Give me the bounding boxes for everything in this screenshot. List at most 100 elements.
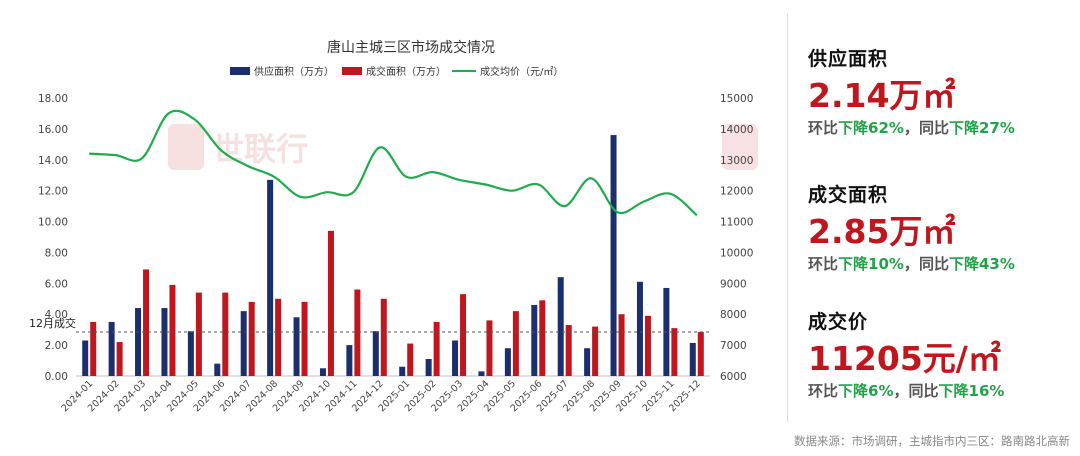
yoy-change: 下降27% <box>948 119 1015 137</box>
supply-bar <box>319 368 326 376</box>
deal-bar <box>486 320 493 376</box>
right-tick-label: 11000 <box>720 217 753 229</box>
deal-bar <box>90 321 97 376</box>
mom-change: 下降62% <box>838 119 904 137</box>
supply-bar <box>584 348 591 376</box>
right-tick-label: 10000 <box>720 247 753 259</box>
deal-bar <box>327 230 334 376</box>
deal-area-value: 2.85万㎡ <box>808 212 956 251</box>
right-tick-label: 15000 <box>720 93 753 105</box>
supply-bar <box>452 340 459 376</box>
supply-area-panel: 供应面积 2.14万㎡ 环比下降62%，同比下降27% <box>808 44 1073 138</box>
supply-area-title: 供应面积 <box>808 48 889 70</box>
supply-bar <box>557 277 564 376</box>
deal-price-title: 成交价 <box>808 311 869 333</box>
yoy-label: 同比 <box>908 382 939 400</box>
supply-bar <box>346 345 353 376</box>
deal-bar <box>592 326 599 376</box>
right-tick-label: 6000 <box>720 371 747 383</box>
supply-bar <box>531 304 538 376</box>
yoy-change: 下降16% <box>938 382 1005 400</box>
deal-bar <box>407 343 414 376</box>
supply-bar <box>293 317 300 376</box>
deal-area-title: 成交面积 <box>808 184 889 206</box>
deal-bar <box>539 300 546 376</box>
left-tick-label: 8.00 <box>45 247 68 259</box>
price-line <box>89 109 698 217</box>
legend-swatch-2 <box>342 67 362 75</box>
legend-label-3: 成交均价（元/㎡） <box>480 65 563 78</box>
deal-bar <box>460 294 467 376</box>
divider <box>787 14 788 422</box>
reference-line-label: 12月成交 <box>29 316 76 330</box>
right-tick-label: 14000 <box>720 124 753 136</box>
deal-bar <box>169 284 176 376</box>
supply-bar <box>267 179 274 376</box>
deal-bar <box>116 342 123 376</box>
deal-bar <box>380 298 387 376</box>
legend-label-2: 成交面积（万方） <box>366 65 446 78</box>
mom-change: 下降10% <box>838 255 904 273</box>
left-tick-label: 14.00 <box>38 155 68 167</box>
supply-bar <box>240 311 247 376</box>
watermark: 世联行世联行 <box>168 124 758 170</box>
supply-bar <box>399 366 406 376</box>
supply-bar <box>689 342 696 376</box>
left-tick-label: 0.00 <box>45 371 68 383</box>
deal-price-value: 11205元/㎡ <box>808 339 1001 378</box>
separator: ， <box>903 119 919 137</box>
supply-bar <box>214 363 221 376</box>
deal-area-panel: 成交面积 2.85万㎡ 环比下降10%，同比下降43% <box>808 180 1073 274</box>
deal-bar <box>671 328 678 376</box>
deal-bar <box>143 269 150 376</box>
watermark-text: 世联行 <box>212 130 308 168</box>
right-tick-label: 13000 <box>720 155 753 167</box>
deal-area-change: 环比下降10%，同比下降43% <box>808 253 1073 274</box>
left-tick-label: 12.00 <box>38 186 68 198</box>
mom-label: 环比 <box>808 382 839 400</box>
supply-area-change: 环比下降62%，同比下降27% <box>808 117 1073 138</box>
supply-bar <box>504 348 511 376</box>
deal-bar <box>644 315 651 376</box>
deal-bar <box>512 311 519 376</box>
watermark-logo <box>722 124 758 170</box>
legend-swatch-1 <box>230 67 250 75</box>
left-tick-label: 16.00 <box>38 124 68 136</box>
yoy-label: 同比 <box>918 255 949 273</box>
chart-title: 唐山主城三区市场成交情况 <box>327 39 495 56</box>
separator: ， <box>903 255 919 273</box>
deal-bar <box>433 321 440 376</box>
deal-bar <box>301 301 308 376</box>
left-tick-label: 6.00 <box>45 278 68 290</box>
supply-bar <box>636 281 643 376</box>
mom-change: 下降6% <box>838 382 894 400</box>
supply-bar <box>135 308 142 376</box>
supply-area-value: 2.14万㎡ <box>808 76 956 115</box>
deal-bar <box>275 298 282 376</box>
supply-bar <box>187 331 194 376</box>
left-tick-label: 18.00 <box>38 93 68 105</box>
deal-bar <box>697 331 704 376</box>
supply-bar <box>82 340 89 376</box>
deal-bar <box>565 325 572 376</box>
deal-bar <box>195 292 202 376</box>
deal-price-panel: 成交价 11205元/㎡ 环比下降6%，同比下降16% <box>808 307 1073 401</box>
watermark-logo <box>168 124 204 170</box>
yoy-change: 下降43% <box>948 255 1015 273</box>
supply-bar <box>161 308 168 376</box>
right-tick-label: 8000 <box>720 309 747 321</box>
right-tick-label: 12000 <box>720 186 753 198</box>
deal-bar <box>618 314 625 376</box>
left-tick-label: 10.00 <box>38 217 68 229</box>
deal-bar <box>222 292 229 376</box>
data-source: 数据来源：市场调研，主城指市内三区：路南路北高新 <box>794 434 1070 448</box>
supply-bar <box>425 359 432 376</box>
left-tick-label: 4.00 <box>45 309 68 321</box>
supply-bar <box>478 371 485 376</box>
legend-label-1: 供应面积（万方） <box>254 65 334 78</box>
deal-price-change: 环比下降6%，同比下降16% <box>808 380 1073 401</box>
separator: ， <box>893 382 909 400</box>
mom-label: 环比 <box>808 255 839 273</box>
right-tick-label: 7000 <box>720 340 747 352</box>
